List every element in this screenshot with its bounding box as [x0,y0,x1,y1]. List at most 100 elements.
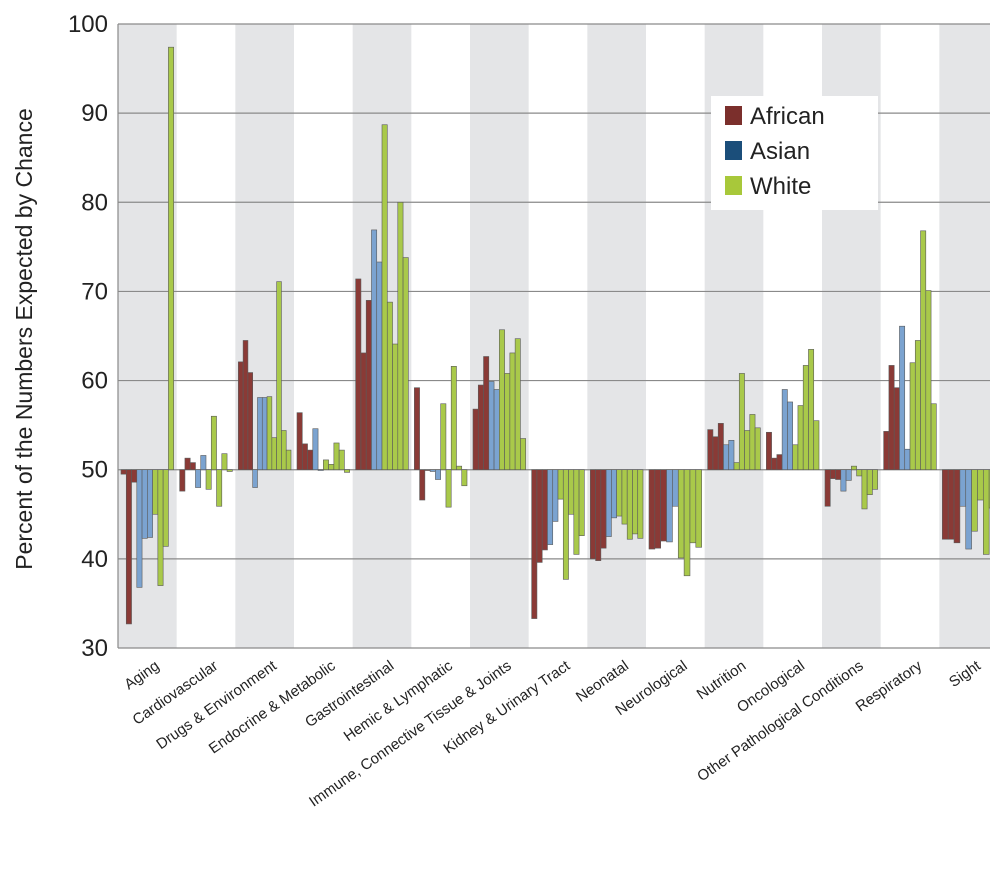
bar-white [285,449,292,471]
bar-white [977,469,984,501]
bar-african [301,443,308,471]
bar-white [402,257,409,471]
bar-african [600,469,607,549]
bar-african [424,469,431,471]
legend-label-african: African [750,103,825,130]
bar-african [883,431,890,471]
bar-white [689,469,697,544]
bar-asian [899,325,906,471]
bar-white [276,281,282,471]
bar-white [162,469,169,547]
bar-white [573,469,580,555]
y-tick-label: 100 [68,11,108,38]
x-tick-label: Sight [946,657,984,691]
bar-african [189,462,196,471]
bar-african [179,469,186,492]
bar-white [621,469,628,525]
bar-asian [141,469,148,539]
bar-white [338,449,345,471]
legend-label-asian: Asian [750,138,810,165]
bar-asian [672,469,679,507]
bar-white [738,373,745,471]
bar-white [744,430,751,471]
bar-asian [147,469,153,538]
bar-african [824,469,831,507]
bar-african [947,469,955,540]
bar-asian [904,448,911,471]
bar-african [419,469,426,501]
bar-white [808,349,815,471]
bar-white [982,469,990,555]
bar-white [797,405,804,471]
y-tick-label: 70 [81,278,108,305]
bar-african [717,423,724,471]
bar-african [829,469,836,479]
bar-asian [317,469,324,471]
bar-white [914,340,921,471]
bar-white [632,469,639,535]
bar-african [893,387,900,471]
bar-white [333,442,340,471]
bar-white [157,469,164,586]
bar-african [590,469,596,560]
bar-african [296,412,303,471]
bar-asian [261,397,268,471]
bar-african [771,457,778,471]
y-tick-label: 40 [81,546,108,573]
bar-asian [728,439,735,471]
bar-white [925,290,932,471]
bar-white [152,469,159,515]
bar-african [238,361,244,471]
bar-white [616,469,623,517]
bar-white [861,469,868,510]
bar-white [445,469,452,508]
bar-asian [547,469,554,545]
bar-asian [611,469,617,519]
y-axis: 30 40 50 60 70 80 90 100 [68,11,119,662]
bar-white [381,124,388,471]
bar-white [397,201,404,471]
bar-asian [965,469,972,550]
bar-african [414,387,420,471]
bar-asian [257,397,263,471]
bar-asian [723,444,730,471]
bar-african [654,469,662,549]
bar-white [971,469,978,532]
bar-asian [781,389,788,471]
y-tick-label: 90 [81,100,108,127]
y-tick-label: 30 [81,635,108,662]
bar-white [168,46,174,471]
bar-white [813,420,820,471]
bar-african [776,454,783,471]
bar-african [355,278,362,471]
legend-label-white: White [750,173,811,200]
bar-white [205,469,212,490]
bar-african [184,457,191,471]
bar-asian [200,455,207,471]
bar-african [766,431,772,471]
y-tick-label: 60 [81,368,108,395]
bar-asian [666,469,673,543]
y-tick-label: 50 [81,457,108,484]
bar-white [328,464,335,471]
bar-asian [840,469,847,492]
bar-white [792,444,799,471]
bar-white [386,301,393,471]
bar-asian [371,229,378,471]
x-tick-label: Respiratory [853,657,926,715]
bar-african [648,469,656,550]
bar-white [440,403,447,471]
bar-asian [312,428,319,471]
category-band [939,24,990,648]
y-axis-label: Percent of the Numbers Expected by Chanc… [11,108,37,570]
legend-swatch-white [725,176,742,195]
bar-white [266,396,273,471]
bar-white [392,343,399,471]
bar-white [802,365,809,471]
bar-white [568,469,575,515]
bar-african [477,384,484,471]
bar-white [856,469,863,477]
bar-asian [493,389,500,471]
